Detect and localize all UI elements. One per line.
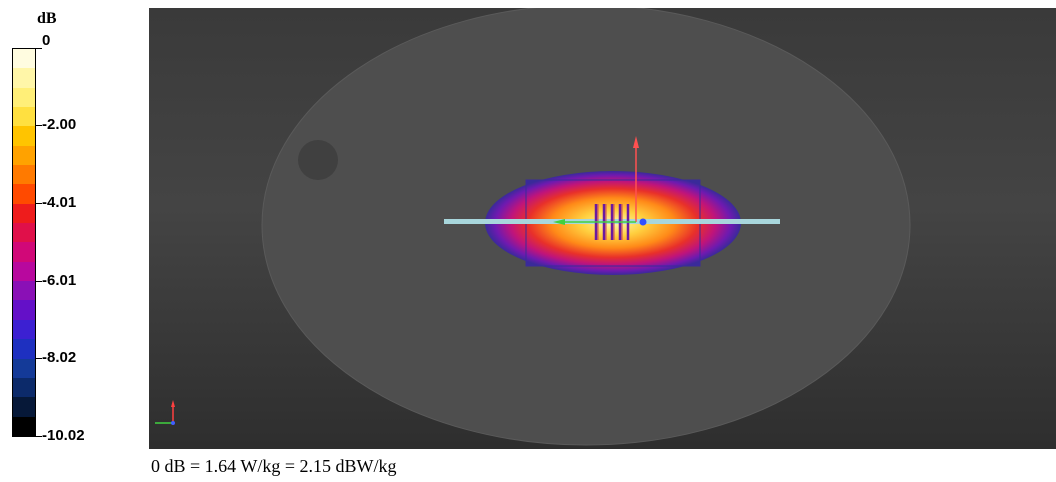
legend-color-bar <box>12 48 36 437</box>
phantom-marker <box>298 140 338 180</box>
legend-label-0: 0 <box>42 32 51 49</box>
axis-z-dot <box>639 218 647 226</box>
legend-tick <box>36 281 42 282</box>
legend-swatch <box>13 68 35 88</box>
legend-label-5: -10.02 <box>42 427 85 444</box>
legend-swatch <box>13 126 35 146</box>
legend-swatch <box>13 377 35 398</box>
scene-svg <box>155 8 911 446</box>
legend-swatch <box>13 223 35 243</box>
3d-viewport[interactable] <box>149 8 1056 449</box>
legend-tick <box>36 125 42 126</box>
legend-tick <box>36 203 42 204</box>
legend-swatch <box>13 358 35 378</box>
axis-x-arrow-icon <box>553 219 565 225</box>
axis-y-arrow-icon <box>633 136 639 148</box>
legend-swatch <box>13 145 35 166</box>
legend-tick <box>36 436 42 437</box>
legend-label-1: -2.00 <box>42 116 77 133</box>
legend-swatch <box>13 203 35 224</box>
color-legend: dB 0 -2.00 -4.01 -6.01 -8.02 -10.02 <box>0 0 140 450</box>
legend-label-4: -8.02 <box>42 349 77 366</box>
triad-z-dot <box>171 421 175 425</box>
legend-swatch <box>13 397 35 417</box>
legend-swatch <box>13 107 35 127</box>
reference-caption: 0 dB = 1.64 W/kg = 2.15 dBW/kg <box>151 456 397 476</box>
triad-y-arrow-icon <box>171 400 175 407</box>
legend-swatch <box>13 339 35 359</box>
legend-swatch <box>13 300 35 320</box>
legend-swatch <box>13 319 35 340</box>
legend-swatch <box>13 242 35 262</box>
legend-unit: dB <box>37 10 57 27</box>
legend-swatch <box>13 165 35 185</box>
legend-swatch <box>13 184 35 204</box>
legend-swatch <box>13 49 35 69</box>
legend-label-2: -4.01 <box>42 194 77 211</box>
legend-tick <box>36 48 42 49</box>
legend-swatch <box>13 261 35 282</box>
legend-swatch <box>13 416 35 436</box>
legend-label-3: -6.01 <box>42 272 77 289</box>
legend-swatch <box>13 87 35 108</box>
legend-tick <box>36 358 42 359</box>
legend-swatch <box>13 281 35 301</box>
